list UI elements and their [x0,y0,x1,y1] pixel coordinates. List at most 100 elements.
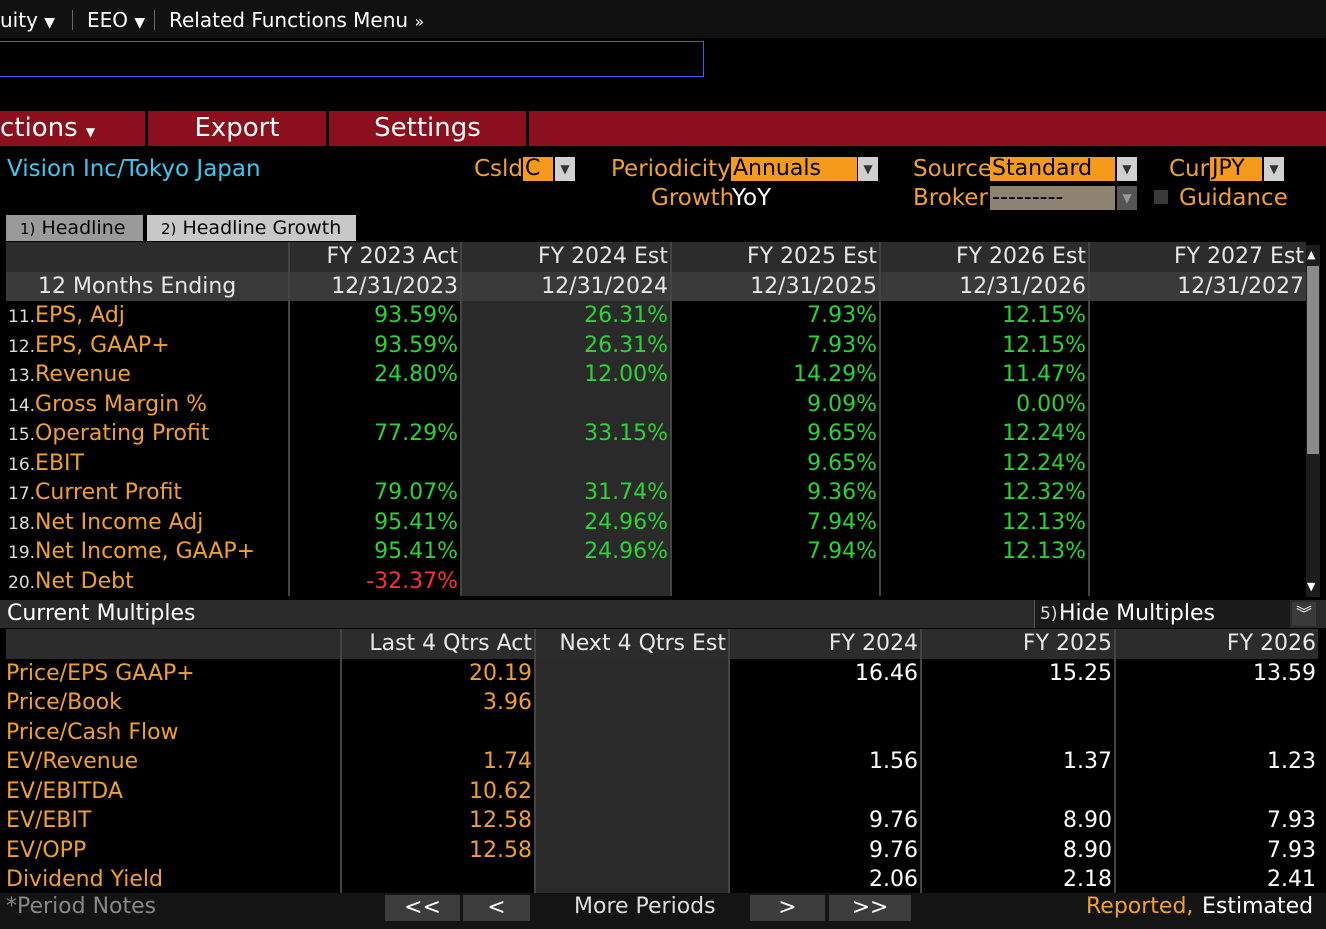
broker-field[interactable]: --------- [990,186,1115,210]
growth-value-cell[interactable]: 95.41% [288,507,461,537]
table-row[interactable]: EV/EBITDA 10.62 [6,776,1318,806]
source-field[interactable]: Standard [990,157,1115,181]
growth-value-cell[interactable]: 12.24% [879,448,1089,478]
growth-value-cell[interactable]: 12.13% [879,537,1089,567]
row-label-cell[interactable]: 20.Net Debt [6,567,289,597]
multiple-value-cell[interactable] [728,688,921,718]
multiple-value-cell[interactable]: 9.76 [728,806,921,836]
period-header[interactable]: FY 2027 Est [1088,242,1306,272]
growth-value-cell[interactable]: 7.94% [670,507,880,537]
multiple-value-cell[interactable]: 3.96 [340,688,535,718]
growth-value-cell[interactable] [288,448,461,478]
period-header[interactable]: FY 2025 Est [670,242,880,272]
next-period-button[interactable]: > [750,895,825,921]
periodicity-field[interactable]: Annuals [731,157,857,181]
growth-value-cell[interactable]: 12.15% [879,301,1089,331]
tab-headline[interactable]: 1) Headline [6,215,143,241]
multiple-label[interactable]: EV/Revenue [6,749,139,775]
previous-period-button[interactable]: < [463,895,530,921]
row-label-cell[interactable]: 18.Net Income Adj [6,508,289,538]
table-row[interactable]: Price/EPS GAAP+ 20.19 16.46 15.25 13.59 [6,658,1318,688]
multiple-value-cell[interactable] [534,747,729,777]
table-row[interactable]: 11.EPS, Adj 93.59% 26.31% 7.93% 12.15% [6,301,1306,331]
periodicity-dropdown-icon[interactable]: ▼ [858,157,878,181]
multiple-value-cell[interactable] [1114,776,1318,806]
row-label-cell[interactable]: 13.Revenue [6,360,289,390]
multiple-value-cell[interactable] [534,835,729,865]
multiple-value-cell[interactable]: 8.90 [920,806,1115,836]
period-header[interactable]: FY 2023 Act [288,242,461,272]
table-row[interactable]: 15.Operating Profit 77.29% 33.15% 9.65% 12.2… [6,419,1306,449]
scroll-up-icon[interactable]: ▲ [1307,248,1316,261]
multiple-label[interactable]: EV/OPP [6,837,87,863]
growth-value-cell[interactable]: 14.29% [670,360,880,390]
table-row[interactable]: 16.EBIT 9.65% 12.24% [6,448,1306,479]
scroll-down-icon[interactable]: ▼ [1307,580,1316,593]
growth-value-cell[interactable]: 93.59% [288,330,461,360]
growth-value-cell[interactable]: 12.32% [879,478,1089,508]
table-row[interactable]: 12.EPS, GAAP+ 93.59% 26.31% 7.93% 12.15% [6,330,1306,361]
multiple-value-cell[interactable]: 2.06 [728,865,921,895]
growth-value-cell[interactable]: 33.15% [460,419,671,449]
command-input[interactable] [0,41,704,77]
csld-dropdown-icon[interactable]: ▼ [555,157,575,181]
multiple-value-cell[interactable]: 9.76 [728,835,921,865]
growth-value-cell[interactable]: 93.59% [288,301,461,331]
growth-value-cell[interactable] [1088,448,1306,478]
table-row[interactable]: 19.Net Income, GAAP+ 95.41% 24.96% 7.94% 12.… [6,537,1306,567]
growth-value-cell[interactable]: 0.00% [879,389,1089,419]
growth-value-cell[interactable]: 77.29% [288,419,461,449]
row-label-cell[interactable]: 15.Operating Profit [6,419,289,449]
growth-value-cell[interactable]: 7.94% [670,537,880,567]
growth-value-cell[interactable]: 12.24% [879,419,1089,449]
multiple-label[interactable]: Price/Cash Flow [6,719,179,745]
multiple-value-cell[interactable] [920,717,1115,747]
multiple-value-cell[interactable]: 8.90 [920,835,1115,865]
multiple-label[interactable]: Price/Book [6,690,122,716]
settings-button[interactable]: Settings [374,113,481,143]
table-row[interactable]: Price/Cash Flow [6,717,1318,747]
multiple-label[interactable]: EV/EBIT [6,808,92,834]
row-label-cell[interactable]: 16.EBIT [6,449,289,479]
row-label-cell[interactable]: 12.EPS, GAAP+ [6,331,289,361]
row-label-cell[interactable]: 17.Current Profit [6,478,289,508]
table-row[interactable]: EV/EBIT 12.58 9.76 8.90 7.93 [6,806,1318,836]
multiple-value-cell[interactable]: 13.59 [1114,658,1318,688]
multiple-label[interactable]: Price/EPS GAAP+ [6,660,195,686]
growth-value-cell[interactable] [1088,301,1306,331]
last-period-button[interactable]: >> [829,895,911,921]
growth-value-cell[interactable]: 24.96% [460,507,671,537]
period-header[interactable]: FY 2026 Est [879,242,1089,272]
row-label-cell[interactable]: 11.EPS, Adj [6,301,289,331]
multiple-value-cell[interactable] [1114,688,1318,718]
growth-value-cell[interactable]: 9.65% [670,419,880,449]
growth-value-cell[interactable]: 26.31% [460,301,671,331]
table-row[interactable]: Price/Book 3.96 [6,688,1318,718]
table-row[interactable]: 13.Revenue 24.80% 12.00% 14.29% 11.47% [6,360,1306,390]
growth-value-cell[interactable]: -32.37% [288,566,461,596]
growth-value-cell[interactable]: 9.09% [670,389,880,419]
growth-value-cell[interactable]: 24.80% [288,360,461,390]
growth-value-cell[interactable] [460,389,671,419]
growth-value-cell[interactable] [1088,507,1306,537]
multiple-value-cell[interactable] [534,865,729,895]
growth-value-cell[interactable] [460,448,671,478]
multiple-value-cell[interactable]: 1.74 [340,747,535,777]
multiple-value-cell[interactable]: 10.62 [340,776,535,806]
first-period-button[interactable]: << [385,895,460,921]
multiple-value-cell[interactable]: 12.58 [340,806,535,836]
growth-value-cell[interactable] [1088,360,1306,390]
growth-value-cell[interactable] [1088,537,1306,567]
growth-value-cell[interactable] [1088,566,1306,596]
source-dropdown-icon[interactable]: ▼ [1117,157,1137,181]
scrollbar-thumb[interactable] [1307,266,1319,454]
table-row[interactable]: 20.Net Debt -32.37% [6,566,1306,597]
table-row[interactable]: EV/Revenue 1.74 1.56 1.37 1.23 [6,747,1318,777]
table-row[interactable]: 17.Current Profit 79.07% 31.74% 9.36% 12.32% [6,478,1306,508]
multiple-value-cell[interactable] [340,717,535,747]
growth-value-cell[interactable]: 26.31% [460,330,671,360]
multiple-value-cell[interactable]: 2.41 [1114,865,1318,895]
growth-value-cell[interactable]: 95.41% [288,537,461,567]
growth-value-cell[interactable] [460,566,671,596]
multiple-value-cell[interactable] [534,658,729,688]
